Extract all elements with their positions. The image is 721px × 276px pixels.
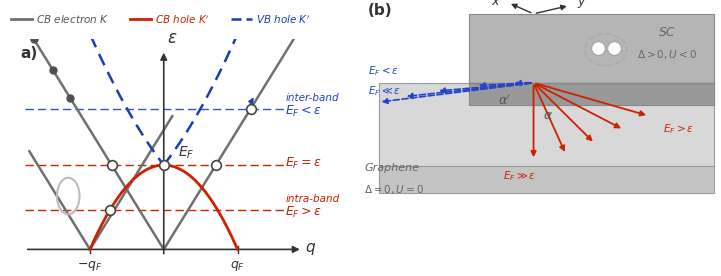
Text: $E_F = \varepsilon$: $E_F = \varepsilon$ xyxy=(286,156,322,171)
Text: $\Delta>0,U<0$: $\Delta>0,U<0$ xyxy=(637,48,697,61)
Text: $E_F < \varepsilon$: $E_F < \varepsilon$ xyxy=(286,104,322,119)
Text: $E_F$: $E_F$ xyxy=(177,144,194,161)
Polygon shape xyxy=(379,166,714,193)
Text: $\alpha$: $\alpha$ xyxy=(543,109,553,122)
Text: (b): (b) xyxy=(368,3,392,18)
Text: a): a) xyxy=(20,46,37,61)
Text: $-q_F$: $-q_F$ xyxy=(77,259,102,273)
Text: inter-band: inter-band xyxy=(286,93,339,103)
Text: $CB$ hole $K'$: $CB$ hole $K'$ xyxy=(155,13,210,25)
Text: $E_F > \varepsilon$: $E_F > \varepsilon$ xyxy=(286,205,322,220)
Text: SC: SC xyxy=(658,26,676,39)
Text: $x$: $x$ xyxy=(491,0,501,8)
Text: intra-band: intra-band xyxy=(286,194,340,205)
Polygon shape xyxy=(469,14,714,83)
Text: $CB$ electron $K$: $CB$ electron $K$ xyxy=(36,13,109,25)
Text: $q_F$: $q_F$ xyxy=(230,259,245,273)
Text: $\varepsilon$: $\varepsilon$ xyxy=(167,29,177,47)
Text: $E_F \gg \varepsilon$: $E_F \gg \varepsilon$ xyxy=(503,169,536,183)
Text: $VB$ hole $K'$: $VB$ hole $K'$ xyxy=(256,13,311,25)
Text: $y$: $y$ xyxy=(577,0,587,10)
Text: $\alpha'$: $\alpha'$ xyxy=(498,93,511,108)
Polygon shape xyxy=(379,83,714,166)
Text: $E_F \ll \varepsilon$: $E_F \ll \varepsilon$ xyxy=(368,84,401,98)
Text: Graphene: Graphene xyxy=(364,163,419,173)
Text: $E_F < \varepsilon$: $E_F < \varepsilon$ xyxy=(368,65,399,78)
Polygon shape xyxy=(469,83,714,105)
Text: $\Delta=0,U=0$: $\Delta=0,U=0$ xyxy=(364,183,424,196)
Text: $E_F > \varepsilon$: $E_F > \varepsilon$ xyxy=(663,123,694,136)
Text: $q$: $q$ xyxy=(305,242,317,258)
